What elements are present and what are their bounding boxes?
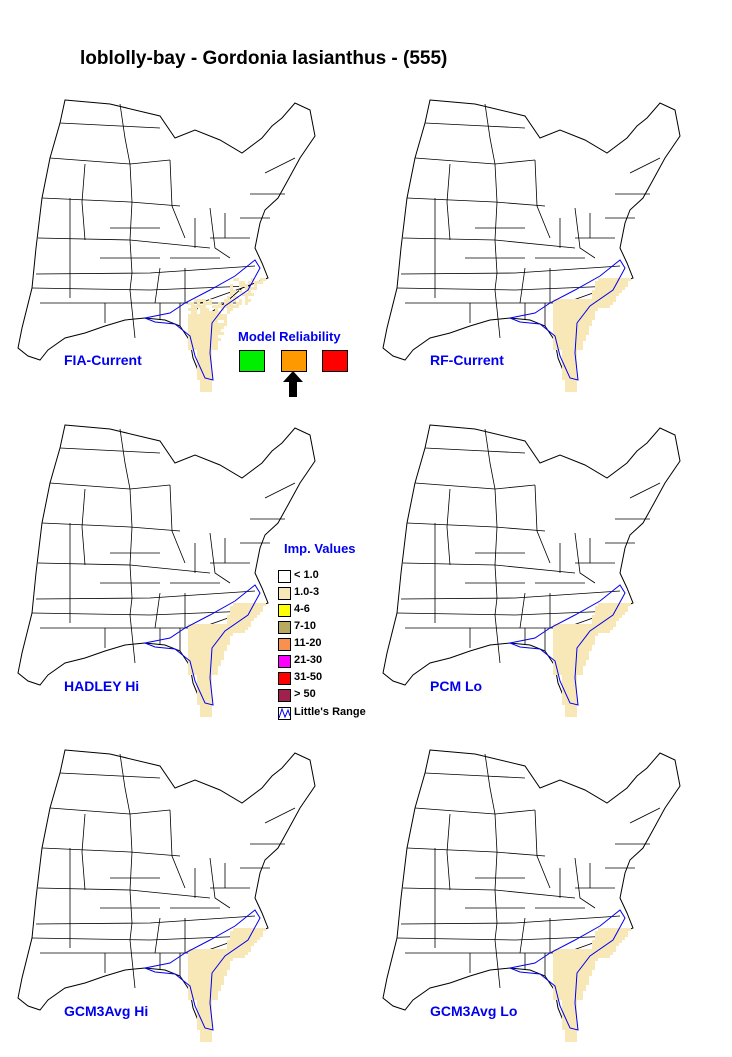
up-arrow-icon <box>283 371 303 397</box>
us-east-map <box>17 424 316 717</box>
map-gcm3avg-lo <box>375 748 695 1048</box>
reliability-high-box <box>239 350 265 372</box>
us-east-map <box>17 99 316 392</box>
map-label-hadley-hi: HADLEY Hi <box>64 678 140 694</box>
legend-swatch <box>278 621 291 634</box>
legend-label: 7-10 <box>294 620 317 632</box>
map-hadley-hi <box>10 423 330 723</box>
map-pcm-lo <box>375 423 695 723</box>
page-title: loblolly-bay - Gordonia lasianthus - (55… <box>80 48 448 69</box>
us-east-map <box>382 749 681 1042</box>
us-east-map <box>17 749 316 1042</box>
map-label-gcm3avg-hi: GCM3Avg Hi <box>64 1003 149 1019</box>
legend-swatch <box>278 655 291 668</box>
legend-label: 21-30 <box>294 654 323 666</box>
map-label-gcm3avg-lo: GCM3Avg Lo <box>430 1003 518 1019</box>
map-rf-current <box>375 98 695 398</box>
legend-swatch <box>278 570 291 583</box>
us-east-map <box>382 424 681 717</box>
legend-label: 1.0-3 <box>294 586 320 598</box>
map-label-fia-current: FIA-Current <box>64 352 142 368</box>
legend-swatch <box>278 689 291 702</box>
legend-swatch <box>278 587 291 600</box>
legend-label: < 1.0 <box>294 569 319 581</box>
us-east-map <box>382 99 681 392</box>
legend-label: 31-50 <box>294 671 323 683</box>
legend-label: 11-20 <box>294 637 322 649</box>
legend-range-label: Little's Range <box>294 706 366 718</box>
legend-label: 4-6 <box>294 603 310 615</box>
legend-swatch <box>278 672 291 685</box>
model-reliability-title: Model Reliability <box>238 329 341 344</box>
map-label-pcm-lo: PCM Lo <box>430 678 483 694</box>
map-gcm3avg-hi <box>10 748 330 1048</box>
legend-swatch <box>278 638 291 651</box>
map-label-rf-current: RF-Current <box>430 352 504 368</box>
legend-swatch <box>278 604 291 617</box>
reliability-low-box <box>322 350 348 372</box>
legend-label: > 50 <box>294 688 316 700</box>
reliability-medium-box <box>281 350 307 372</box>
map-fia-current <box>10 98 330 398</box>
legend-title: Imp. Values <box>284 541 356 556</box>
littles-range-icon <box>278 707 291 720</box>
